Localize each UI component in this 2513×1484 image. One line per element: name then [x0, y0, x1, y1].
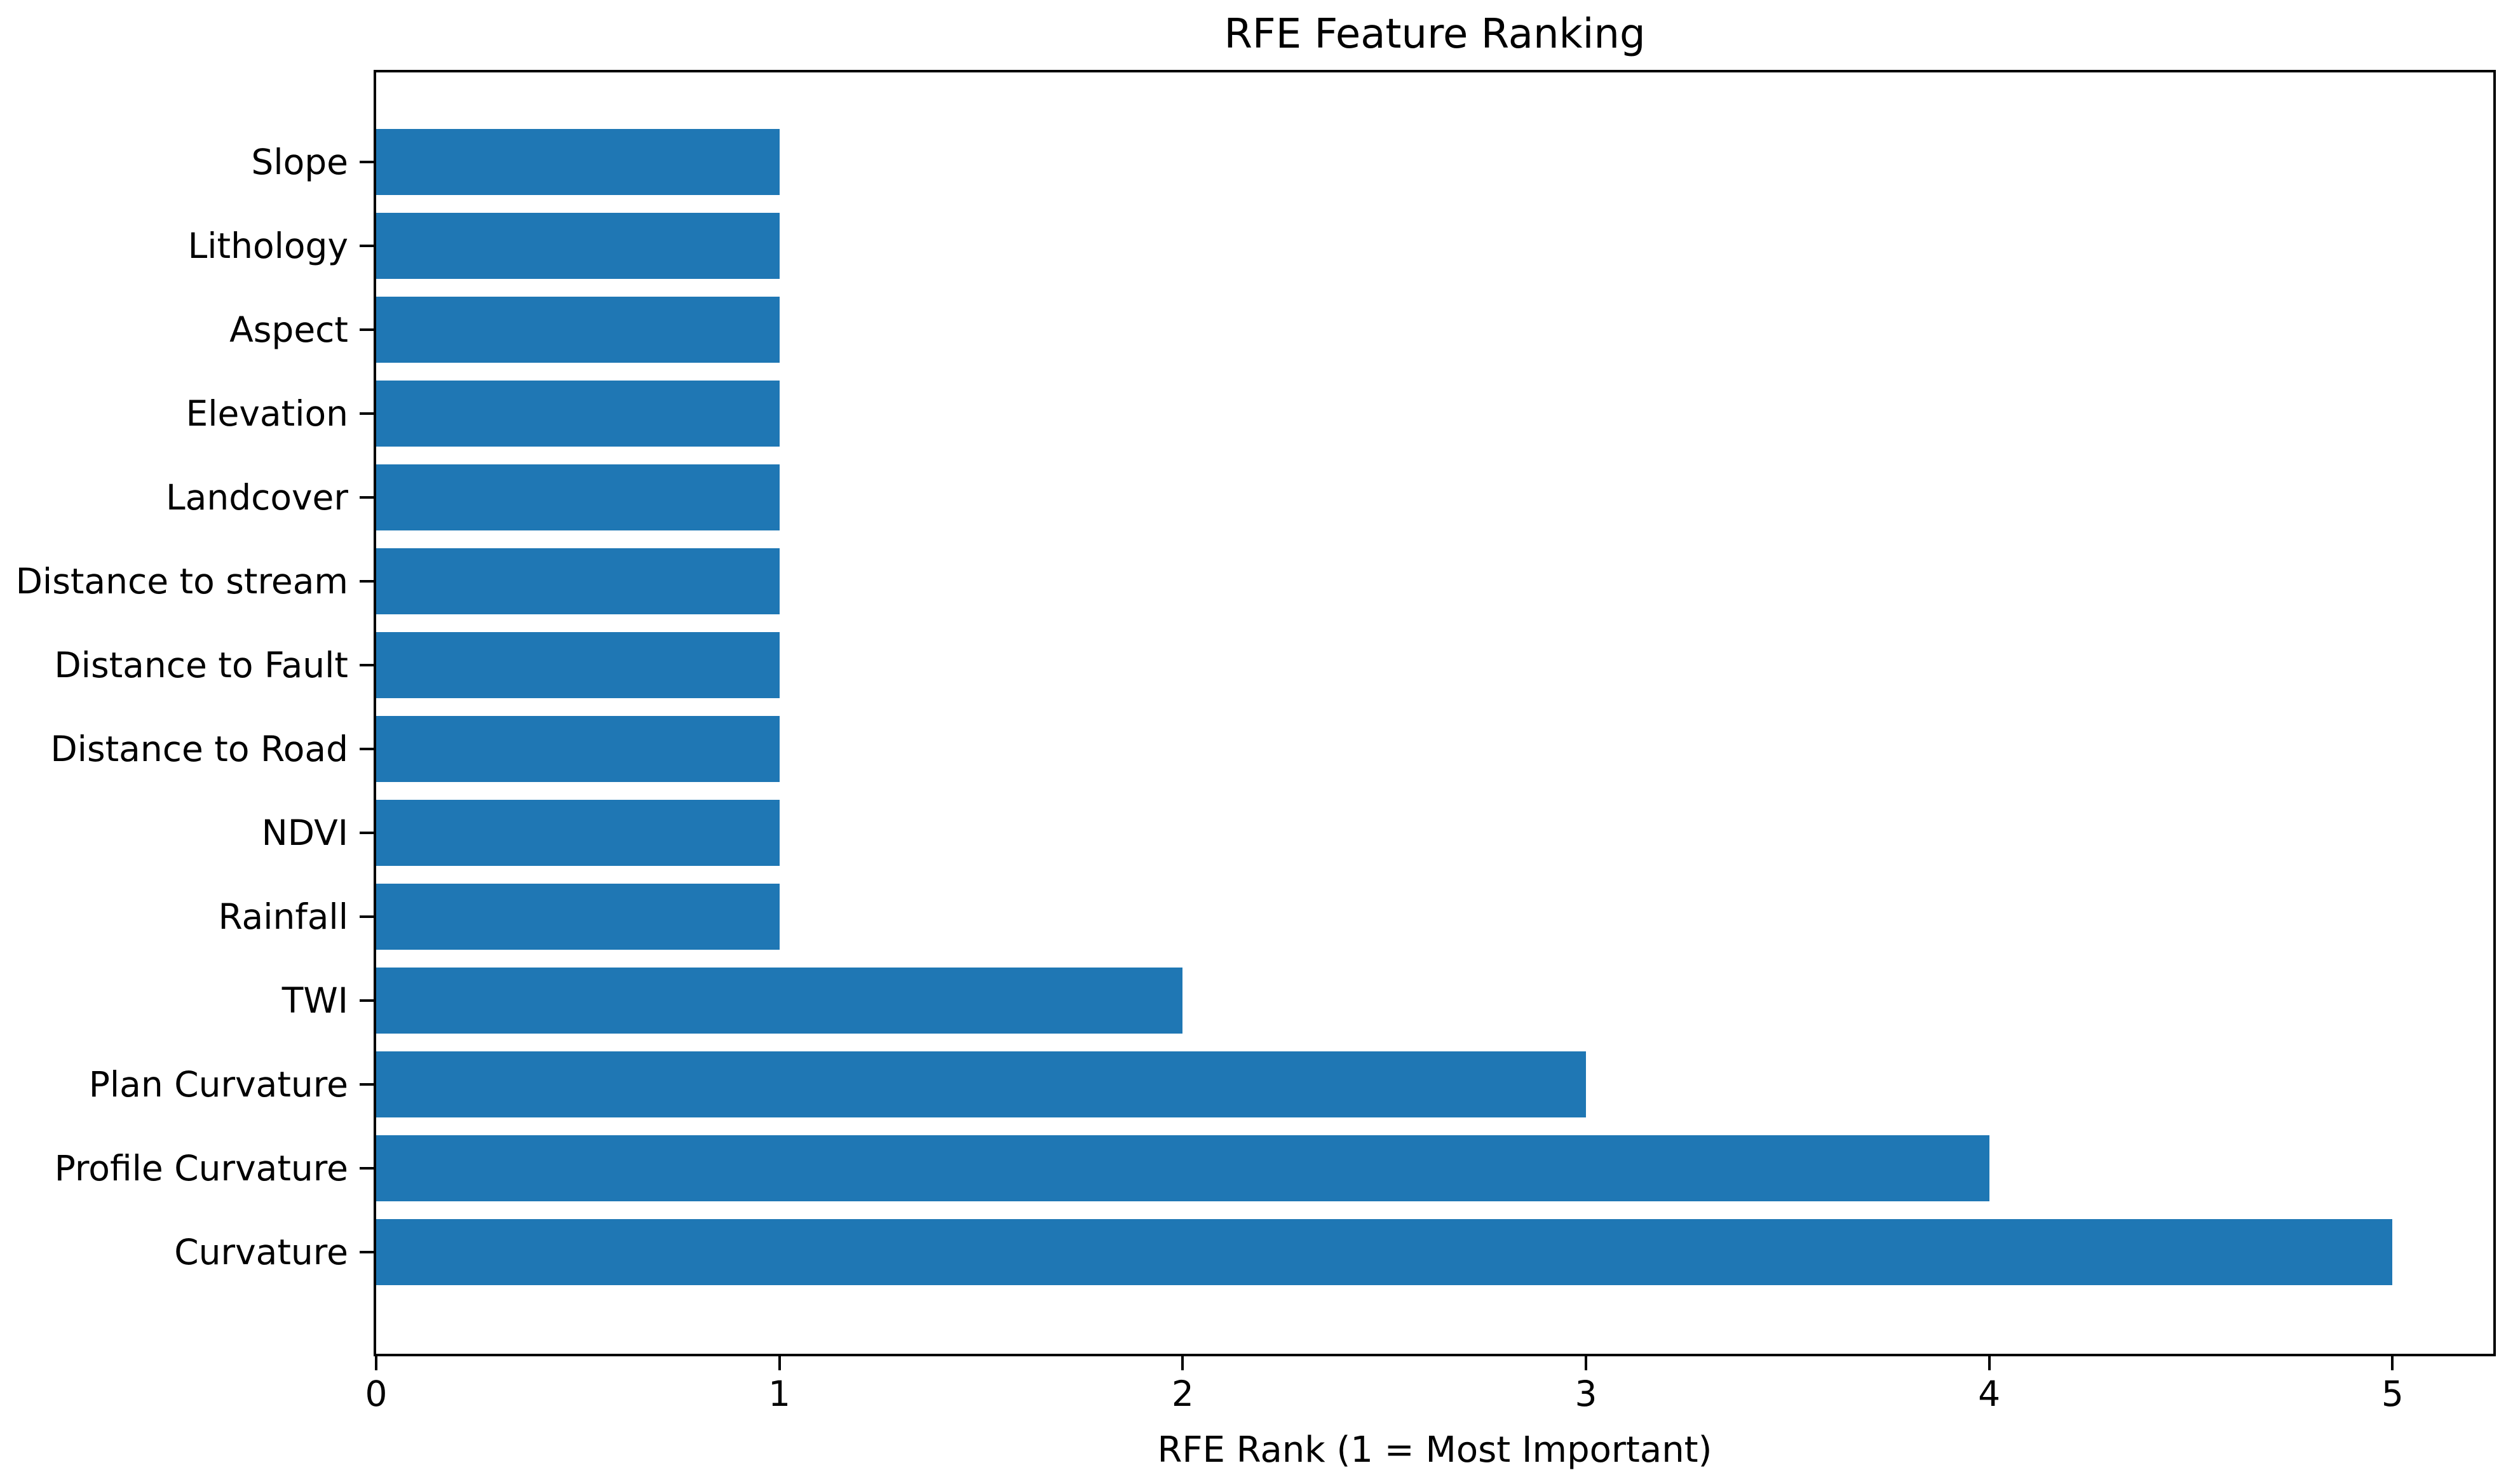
x-tick-mark — [1988, 1356, 1991, 1370]
y-tick-mark — [360, 1251, 374, 1253]
y-tick-label-rainfall: Rainfall — [218, 896, 348, 937]
x-tick-mark — [1181, 1356, 1184, 1370]
bar-landcover — [376, 464, 780, 530]
x-tick-mark — [2391, 1356, 2394, 1370]
bar-distance-to-fault — [376, 632, 780, 698]
x-tick-mark — [778, 1356, 781, 1370]
y-tick-label-distance-to-stream: Distance to stream — [15, 561, 348, 602]
y-tick-mark — [360, 161, 374, 163]
y-tick-mark — [360, 412, 374, 415]
bar-twi — [376, 968, 1183, 1034]
y-tick-mark — [360, 999, 374, 1002]
bar-distance-to-stream — [376, 548, 780, 614]
bar-plan-curvature — [376, 1051, 1586, 1117]
y-tick-label-elevation: Elevation — [186, 393, 348, 434]
y-tick-mark — [360, 496, 374, 499]
y-tick-mark — [360, 915, 374, 918]
y-tick-label-plan-curvature: Plan Curvature — [88, 1064, 348, 1105]
y-tick-label-distance-to-road: Distance to Road — [50, 729, 348, 769]
x-tick-label-2: 2 — [1171, 1373, 1194, 1414]
y-tick-label-aspect: Aspect — [229, 309, 348, 350]
x-tick-label-3: 3 — [1575, 1373, 1597, 1414]
x-tick-mark — [375, 1356, 377, 1370]
x-tick-label-4: 4 — [1978, 1373, 2001, 1414]
x-tick-mark — [1585, 1356, 1587, 1370]
y-tick-label-landcover: Landcover — [165, 477, 348, 518]
y-tick-label-slope: Slope — [251, 142, 348, 182]
bar-distance-to-road — [376, 716, 780, 782]
y-tick-label-twi: TWI — [281, 980, 348, 1021]
y-tick-label-profile-curvature: Profile Curvature — [54, 1148, 348, 1189]
bar-aspect — [376, 297, 780, 363]
bar-ndvi — [376, 800, 780, 866]
bar-rainfall — [376, 884, 780, 950]
y-tick-mark — [360, 1167, 374, 1170]
bar-curvature — [376, 1219, 2393, 1285]
y-tick-mark — [360, 664, 374, 666]
y-tick-label-lithology: Lithology — [187, 226, 348, 266]
y-tick-label-distance-to-fault: Distance to Fault — [54, 645, 348, 685]
x-axis-tick-labels: 0 1 2 3 4 5 — [365, 1372, 2496, 1423]
y-tick-mark — [360, 245, 374, 247]
plot-area — [360, 70, 2496, 1370]
y-tick-mark — [360, 1083, 374, 1086]
x-tick-label-5: 5 — [2381, 1373, 2404, 1414]
y-tick-mark — [360, 832, 374, 834]
chart-title: RFE Feature Ranking — [1224, 11, 1646, 58]
x-tick-label-0: 0 — [365, 1373, 388, 1414]
bar-elevation — [376, 381, 780, 447]
x-tick-label-1: 1 — [768, 1373, 791, 1414]
y-tick-mark — [360, 580, 374, 583]
x-axis-label: RFE Rank (1 = Most Important) — [1157, 1429, 1712, 1471]
y-tick-mark — [360, 748, 374, 750]
bar-slope — [376, 129, 780, 195]
y-tick-label-ndvi: NDVI — [261, 813, 348, 853]
y-axis-tick-labels: Slope Lithology Aspect Elevation Landcover Di… — [0, 72, 348, 1359]
y-tick-label-curvature: Curvature — [174, 1232, 348, 1272]
bar-lithology — [376, 213, 780, 279]
bar-profile-curvature — [376, 1135, 1989, 1201]
y-tick-mark — [360, 328, 374, 331]
